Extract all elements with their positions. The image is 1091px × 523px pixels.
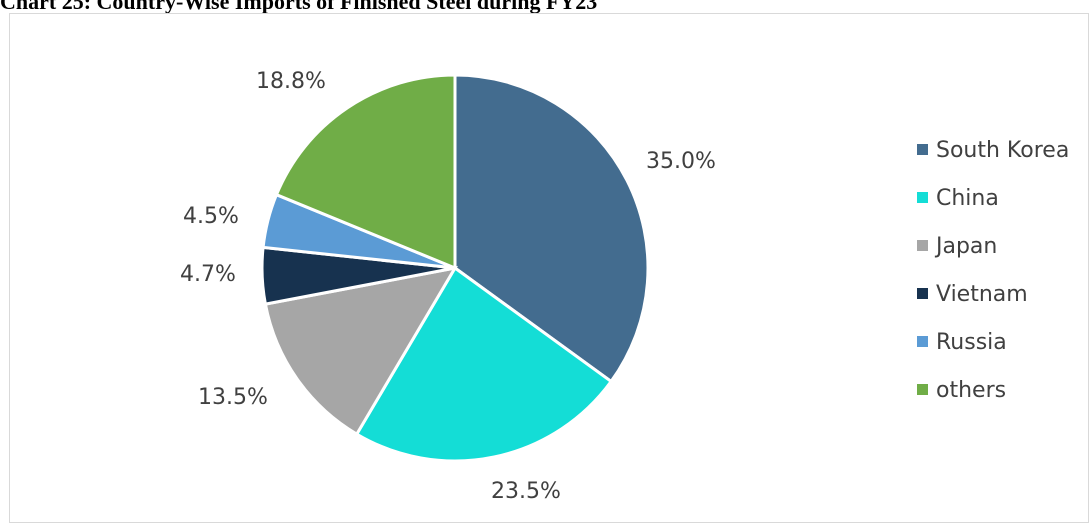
data-label-south-korea: 35.0% xyxy=(646,149,716,174)
legend-swatch-vietnam xyxy=(917,288,928,299)
data-label-others: 18.8% xyxy=(256,69,326,94)
legend-swatch-japan xyxy=(917,240,928,251)
legend-swatch-russia xyxy=(917,336,928,347)
legend-swatch-china xyxy=(917,192,928,203)
pie-slice-south-korea xyxy=(453,73,650,384)
pie-slice-china xyxy=(354,265,614,463)
pie-slice-others xyxy=(274,73,457,271)
legend-label-others: others xyxy=(936,378,1006,403)
legend-label-vietnam: Vietnam xyxy=(936,282,1028,307)
chart-title: Chart 25: Country-Wise Imports of Finish… xyxy=(0,0,598,14)
data-label-vietnam: 4.7% xyxy=(180,262,236,287)
data-label-japan: 13.5% xyxy=(198,385,268,410)
pie-slice-japan xyxy=(263,265,458,437)
legend-swatch-others xyxy=(917,384,928,395)
legend-label-russia: Russia xyxy=(936,330,1007,355)
legend-swatch-south-korea xyxy=(917,144,928,155)
legend-label-china: China xyxy=(936,186,999,211)
data-label-china: 23.5% xyxy=(491,479,561,504)
legend-label-south-korea: South Korea xyxy=(936,138,1069,163)
data-label-russia: 4.5% xyxy=(183,204,239,229)
legend-label-japan: Japan xyxy=(934,234,997,259)
